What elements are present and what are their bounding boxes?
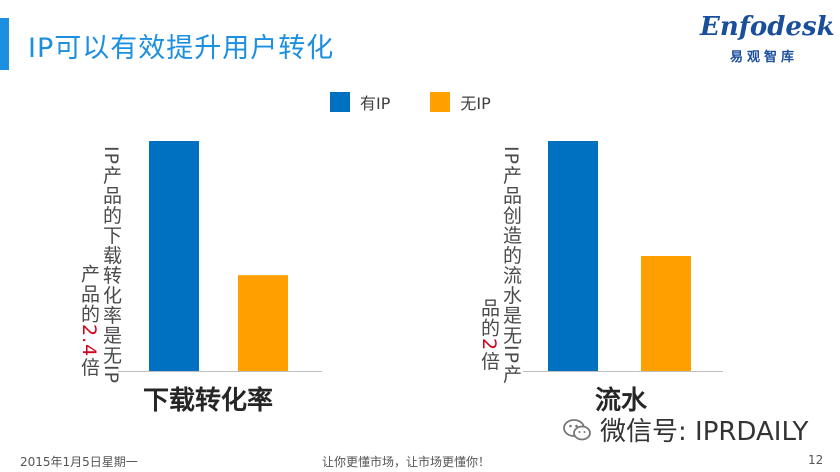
footer-slogan: 让你更懂市场，让市场更懂你！ bbox=[322, 455, 491, 469]
wechat-watermark: 微信号: IPRDAILY bbox=[562, 411, 808, 448]
chart-legend: 有IP 无IP bbox=[330, 90, 531, 114]
bar-chart1-series1 bbox=[149, 141, 199, 371]
title-accent-bar bbox=[0, 18, 9, 70]
legend-swatch-with-ip bbox=[330, 92, 350, 112]
right-note-line2-suffix: 倍 bbox=[478, 351, 500, 372]
right-note-line2-prefix: 品的 bbox=[478, 298, 500, 338]
left-note: IP产品的下载转化率是无IP 产品的2.4倍 bbox=[78, 146, 122, 472]
legend-label-with-ip: 有IP bbox=[360, 94, 391, 113]
bar-chart2-series2 bbox=[641, 256, 691, 371]
logo-subtitle: 易观智库 bbox=[730, 50, 799, 65]
category-label-revenue: 流水 bbox=[595, 386, 648, 416]
footer-date: 2015年1月5日星期一 bbox=[20, 455, 138, 469]
right-note-highlight: 2 bbox=[478, 338, 500, 352]
category-label-conversion: 下载转化率 bbox=[143, 386, 274, 416]
wechat-id-text: 微信号: IPRDAILY bbox=[600, 417, 809, 447]
left-note-line2-suffix: 倍 bbox=[78, 357, 100, 378]
legend-label-without-ip: 无IP bbox=[460, 94, 491, 113]
left-note-line1: IP产品的下载转化率是无IP bbox=[100, 146, 122, 385]
page-title: IP可以有效提升用户转化 bbox=[28, 33, 335, 64]
enfodesk-logo: Enfodesk 易观智库 bbox=[700, 12, 835, 65]
right-note: IP产品创造的流水是无IP产 品的2倍 bbox=[478, 146, 522, 472]
left-note-highlight: 2.4 bbox=[78, 324, 100, 358]
bar-chart1-series2 bbox=[238, 275, 288, 371]
legend-swatch-without-ip bbox=[430, 92, 451, 112]
left-note-line2-prefix: 产品的 bbox=[78, 264, 100, 324]
legend-item-with-ip: 有IP bbox=[330, 90, 390, 114]
right-note-line1: IP产品创造的流水是无IP产 bbox=[500, 146, 522, 385]
legend-item-without-ip: 无IP bbox=[430, 90, 491, 114]
logo-text: Enfodesk bbox=[700, 12, 835, 42]
page-number: 12 bbox=[808, 453, 824, 467]
bar-chart2-series1 bbox=[548, 141, 598, 371]
wechat-icon bbox=[563, 418, 591, 440]
